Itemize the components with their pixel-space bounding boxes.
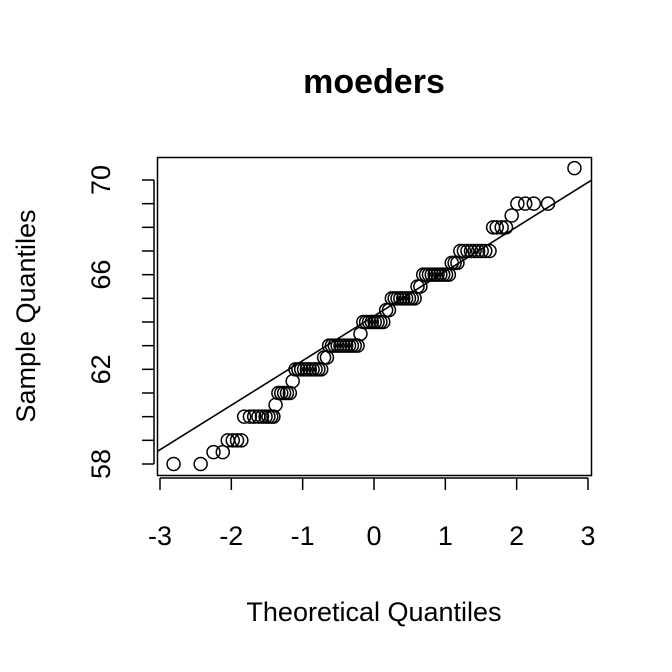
data-point — [353, 326, 368, 342]
data-point — [378, 302, 394, 318]
data-point — [246, 409, 262, 424]
data-point — [266, 409, 281, 424]
data-point — [478, 243, 493, 259]
y-axis: 58 62 66 70 — [86, 165, 155, 479]
data-point — [229, 433, 245, 448]
data-point — [166, 456, 181, 472]
data-point — [504, 208, 519, 223]
data-point — [254, 409, 270, 424]
data-point — [319, 350, 335, 365]
data-point — [517, 196, 533, 211]
y-tick-label: 58 — [86, 449, 116, 479]
data-point — [510, 196, 525, 211]
data-point — [526, 196, 542, 211]
y-tick-label: 62 — [86, 354, 116, 384]
data-point — [460, 243, 475, 259]
data-point — [279, 385, 295, 401]
y-tick-label: 66 — [86, 260, 116, 290]
x-axis-label: Theoretical Quantiles — [246, 597, 501, 627]
data-point — [316, 350, 332, 365]
x-tick-label: 3 — [580, 521, 595, 551]
data-point — [498, 220, 514, 235]
data-point — [463, 243, 479, 259]
x-tick-label: -1 — [291, 521, 315, 551]
data-point — [268, 397, 283, 413]
data-point — [494, 220, 509, 235]
data-point — [276, 385, 292, 401]
data-point — [540, 196, 556, 211]
y-axis-label: Sample Quantiles — [11, 209, 41, 422]
data-point — [234, 433, 249, 448]
data-point — [453, 243, 468, 259]
data-point — [285, 373, 300, 389]
data-point — [567, 160, 582, 176]
data-point — [236, 409, 252, 424]
data-point — [482, 243, 497, 259]
data-point — [215, 444, 231, 460]
x-tick-label: -3 — [148, 521, 172, 551]
data-point — [474, 243, 489, 259]
data-point — [450, 255, 465, 271]
data-point — [456, 243, 472, 259]
reference-line — [157, 179, 592, 453]
y-tick-label: 70 — [86, 165, 116, 195]
data-point — [193, 456, 208, 472]
x-tick-label: 2 — [509, 521, 524, 551]
x-tick-label: -2 — [219, 521, 243, 551]
plot-frame — [156, 156, 593, 477]
data-point — [225, 433, 241, 448]
x-tick-label: 0 — [366, 521, 381, 551]
x-axis: -3 -2 -1 0 1 2 3 — [148, 477, 596, 551]
x-tick-label: 1 — [438, 521, 453, 551]
data-point — [470, 243, 486, 259]
data-point — [242, 409, 258, 424]
data-points — [166, 160, 582, 472]
reference-line-group — [157, 179, 592, 453]
data-point — [489, 220, 504, 235]
data-point — [467, 243, 482, 259]
data-point — [206, 444, 221, 460]
chart-title: moeders — [303, 63, 445, 101]
